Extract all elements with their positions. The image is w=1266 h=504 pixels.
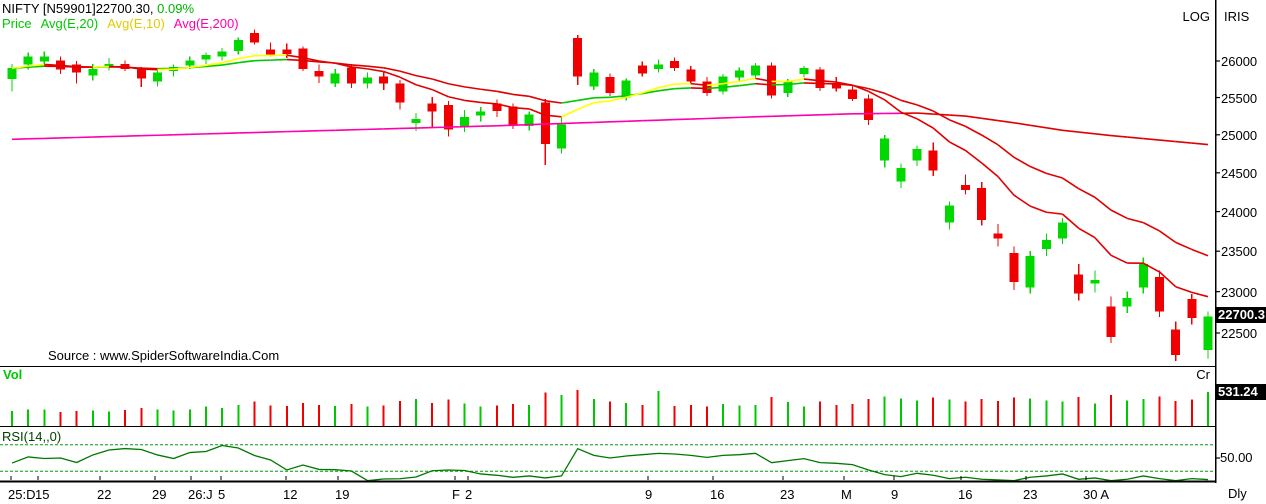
date-label-16: 23 (1023, 487, 1038, 502)
app-name-label: IRIS (1224, 9, 1250, 24)
date-label-12: 23 (780, 487, 795, 502)
date-label-1: 15 (35, 487, 50, 502)
price-tick-23500: 23500 (1221, 244, 1258, 260)
rsi-50-level-label: 50.00 (1220, 450, 1253, 465)
date-label-6: 12 (283, 487, 298, 502)
date-label-14: 9 (891, 487, 899, 502)
date-label-7: 19 (335, 487, 350, 502)
legend-item-3: Avg(E,200) (173, 16, 239, 31)
date-label-15: 16 (958, 487, 973, 502)
last-price-badge: 22700.3 (1216, 307, 1266, 324)
price-tick-25000: 25000 (1221, 127, 1258, 143)
periodicity-label[interactable]: Dly (1228, 486, 1247, 501)
date-label-17: 30 A (1083, 487, 1110, 502)
price-tick-24500: 24500 (1221, 165, 1258, 181)
price-tick-24000: 24000 (1221, 204, 1258, 220)
legend-item-2: Avg(E,10) (107, 16, 165, 31)
last-price: 22700.30, (95, 1, 154, 16)
date-label-0: 25:D (8, 487, 36, 502)
change-percent: 0.09% (157, 1, 195, 16)
volume-unit-label: Cr (1196, 367, 1210, 382)
log-scale-toggle[interactable]: LOG (1182, 9, 1210, 24)
date-label-8: F (452, 487, 460, 502)
date-label-3: 29 (152, 487, 167, 502)
date-label-2: 22 (97, 487, 112, 502)
indicator-legend: Price Avg(E,20) Avg(E,10) Avg(E,200) (2, 17, 248, 30)
legend-item-0: Price (2, 16, 32, 31)
rsi-panel-label: RSI(14,,0) (2, 429, 62, 444)
date-label-4: 26:J (188, 487, 213, 502)
symbol-header: NIFTY [N59901]22700.30, 0.09% (2, 2, 194, 15)
price-tick-25500: 25500 (1221, 90, 1258, 106)
date-label-5: 5 (218, 487, 226, 502)
date-label-10: 9 (645, 487, 653, 502)
legend-item-1: Avg(E,20) (40, 16, 99, 31)
last-volume-badge: 531.24 (1216, 383, 1266, 400)
date-label-13: M (841, 487, 852, 502)
price-tick-26000: 26000 (1221, 54, 1258, 69)
source-watermark: Source : www.SpiderSoftwareIndia.Com (48, 348, 280, 363)
price-tick-23000: 23000 (1221, 284, 1258, 300)
date-label-9: 2 (465, 487, 473, 502)
date-label-11: 16 (710, 487, 725, 502)
symbol-title: NIFTY [N59901] (2, 1, 96, 16)
volume-panel-label: Vol (3, 367, 23, 382)
price-tick-22500: 22500 (1221, 326, 1258, 341)
